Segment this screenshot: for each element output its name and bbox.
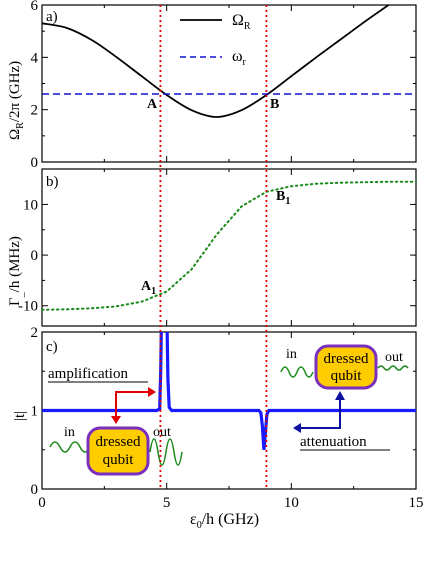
- amplification-label: amplification: [48, 366, 128, 382]
- panel-b-curves: [41, 180, 417, 311]
- legend-w-label: ωr: [232, 48, 247, 68]
- panel-a-frame: [41, 4, 417, 163]
- x-axis-label: ε0/h (GHz): [190, 511, 259, 531]
- y-tick-label: 1: [31, 404, 39, 420]
- panel-c-curves: [42, 332, 416, 450]
- out-right-label: out: [385, 350, 403, 365]
- panel-b-ylabel: Γ_/h (MHz): [7, 236, 26, 306]
- point-a-label: A: [147, 97, 158, 112]
- amplification-arrowhead-right: [148, 387, 156, 397]
- wave-out-right: [377, 365, 409, 371]
- panel-b-frame: [41, 168, 417, 327]
- dressed-qubit-right: [314, 344, 378, 390]
- y-tick-label: 0: [31, 155, 39, 171]
- y-tick-label: 4: [31, 50, 39, 66]
- y-tick-label: 0: [31, 248, 39, 264]
- panel-b-ticks: -10 0 10: [18, 169, 417, 326]
- wave-in-left: [49, 441, 91, 453]
- x-tick-label: 15: [409, 495, 424, 511]
- panel-a-curves: [42, 5, 416, 118]
- panel-a: 0 2 4 6 a) ΩR ωr A B ΩR/2π (GHz): [7, 0, 417, 171]
- panel-c: 0 1 2 0 5 10 15 c) |t| amplification in dresse…: [12, 325, 424, 531]
- y-tick-label: 2: [31, 103, 39, 119]
- point-a1-label: A1: [141, 279, 156, 297]
- panel-c-label: c): [46, 339, 58, 355]
- y-tick-label: 6: [31, 0, 39, 14]
- y-tick-label: 0: [31, 482, 39, 498]
- attenuation-arrowhead-up: [335, 391, 345, 400]
- series-dotted-line: [41, 180, 417, 311]
- legend-omega-label: ΩR: [232, 12, 251, 32]
- y-tick-label: -10: [18, 299, 38, 315]
- dressed-qubit-left: [86, 426, 150, 476]
- vertical-markers: [159, 5, 268, 489]
- wave-out-left: [149, 438, 183, 466]
- x-tick-label: 0: [38, 495, 46, 511]
- series-line: [42, 332, 416, 450]
- x-tick-label: 10: [284, 495, 299, 511]
- panel-c-ylabel: |t|: [12, 411, 28, 421]
- panel-c-ticks: 0 1 2 0 5 10 15: [31, 325, 424, 511]
- dressed-right-label: dressed: [324, 351, 369, 367]
- x-tick-label: 5: [163, 495, 171, 511]
- point-b1-label: B1: [276, 189, 290, 207]
- attenuation-label: attenuation: [300, 434, 367, 450]
- amplification-arrowhead-down: [111, 416, 121, 424]
- y-tick-label: 10: [23, 197, 38, 213]
- point-b-label: B: [270, 97, 279, 112]
- panel-b: -10 0 10 b) B1 A1 Γ_/h (MHz): [7, 168, 417, 327]
- panel-a-label: a): [46, 9, 58, 25]
- panel-a-ticks: 0 2 4 6: [31, 0, 417, 171]
- series-line: [42, 5, 390, 118]
- qubit-right-label: qubit: [331, 368, 363, 384]
- out-left-label: out: [153, 425, 171, 440]
- panel-a-ylabel: ΩR/2π (GHz): [7, 61, 26, 140]
- wave-in-right: [280, 366, 314, 378]
- qubit-left-label: qubit: [103, 452, 135, 468]
- in-right-label: in: [286, 347, 297, 362]
- attenuation-arrow: [300, 398, 341, 429]
- attenuation-arrowhead-left: [293, 423, 301, 433]
- in-left-label: in: [64, 425, 75, 440]
- panel-b-label: b): [46, 174, 59, 190]
- y-tick-label: 2: [31, 325, 39, 341]
- dressed-left-label: dressed: [96, 434, 141, 450]
- amplification-arrow: [115, 391, 150, 418]
